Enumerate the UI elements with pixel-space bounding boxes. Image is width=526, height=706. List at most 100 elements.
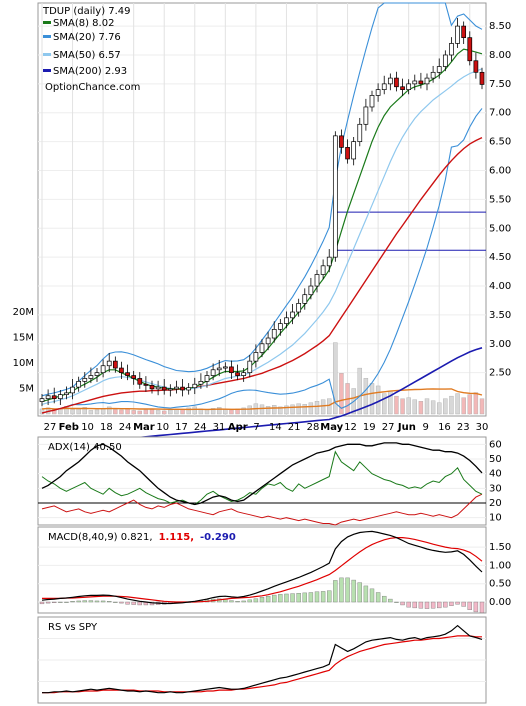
candle-body — [64, 392, 69, 395]
price-y-tick: 6.50 — [489, 137, 511, 148]
macd-histogram-bar — [272, 594, 277, 603]
volume-bar — [363, 378, 369, 415]
macd-histogram-bar — [107, 601, 112, 603]
volume-y-ticks: 20M 15M 10M 5M — [13, 307, 34, 395]
x-axis-label: Apr — [228, 422, 248, 433]
candle-body — [363, 106, 369, 125]
macd-histogram-bar — [467, 601, 472, 610]
price-y-tick: 3.00 — [489, 339, 511, 350]
candle-body — [57, 394, 63, 400]
macd-histogram-bar — [100, 600, 106, 603]
candle-body — [467, 37, 473, 62]
volume-bar — [88, 410, 94, 415]
volume-bar — [418, 401, 424, 415]
macd-histogram-bar — [339, 577, 344, 603]
macd-histogram-bar — [473, 601, 479, 613]
x-axis-label: 10 — [81, 422, 94, 433]
price-y-tick: 7.50 — [489, 79, 511, 90]
macd-histogram-bar — [45, 601, 51, 604]
macd-histogram-bar — [39, 601, 45, 605]
price-y-tick: 2.50 — [489, 368, 511, 379]
macd-y-ticks: 1.50 1.00 0.50 0.00 — [489, 542, 511, 608]
price-y-tick: 6.00 — [489, 166, 511, 177]
x-axis-label: 31 — [213, 422, 226, 433]
candle-body — [332, 135, 338, 258]
volume-bar — [449, 395, 454, 415]
macd-histogram-bar — [443, 601, 448, 608]
macd-y-tick: 0.50 — [489, 579, 511, 590]
legend-sma8: SMA(8) 8.02 — [53, 18, 114, 29]
candle-body — [320, 265, 326, 275]
candle-body — [100, 365, 106, 374]
macd-histogram-bar — [52, 601, 57, 603]
volume-bar — [296, 403, 301, 415]
candle-body — [216, 367, 222, 371]
macd-panel: 1.50 1.00 0.50 0.00 MACD(8,40,9) 0.821, 1.11… — [37, 526, 511, 614]
adx-y-tick: 10 — [489, 513, 502, 524]
macd-histogram-bar — [345, 577, 350, 603]
candle-body — [351, 141, 357, 160]
adx-lines — [41, 442, 483, 526]
volume-bar — [400, 398, 405, 415]
sma50-line — [41, 136, 483, 414]
candle-body — [76, 380, 82, 388]
candle-body — [284, 317, 289, 324]
volume-y-tick: 5M — [19, 384, 34, 395]
macd-histogram-bar — [302, 592, 307, 603]
candle-body — [455, 25, 460, 44]
candle-body — [167, 388, 173, 391]
candle-body — [94, 372, 100, 376]
candle-body — [265, 337, 271, 345]
volume-bar — [333, 342, 338, 415]
volume-bar — [461, 397, 466, 415]
x-axis-label: Jun — [397, 422, 416, 433]
price-y-tick: 5.00 — [489, 223, 511, 234]
volume-bar — [223, 409, 228, 415]
volume-bar — [162, 410, 167, 415]
macd-histogram-bar — [351, 579, 356, 603]
volume-bar — [437, 402, 442, 415]
macd-histogram-bar — [247, 599, 252, 603]
macd-histogram-bar — [418, 601, 424, 609]
candle-body — [314, 274, 320, 287]
adx-legend: ADX(14) 40.50 — [48, 442, 122, 453]
candle-body — [473, 60, 479, 73]
x-axis-label: May — [320, 422, 343, 433]
x-axis-label: 9 — [422, 422, 428, 433]
macd-legend: MACD(8,40,9) 0.821, 1.115, -0.290 — [48, 532, 236, 543]
legend-swatch-sma20 — [43, 35, 51, 38]
candle-body — [430, 71, 436, 79]
legend-sma20: SMA(20) 7.76 — [53, 32, 121, 43]
candle-body — [143, 383, 149, 386]
x-axis-label: 7 — [253, 422, 259, 433]
di-minus-line — [41, 493, 483, 526]
candle-body — [174, 386, 179, 390]
candle-body — [82, 378, 88, 382]
rs-average-line — [42, 635, 482, 694]
candle-body — [241, 372, 247, 376]
volume-y-tick: 15M — [13, 333, 34, 344]
price-y-tick: 8.00 — [489, 50, 511, 61]
macd-line — [41, 530, 483, 605]
macd-histogram-bar — [70, 601, 75, 603]
candle-body — [70, 386, 75, 394]
macd-histogram-bar — [320, 591, 326, 603]
candle-body — [400, 86, 405, 90]
macd-histogram-bar — [375, 592, 381, 603]
volume-bar — [473, 392, 479, 415]
x-axis-label: 30 — [476, 422, 489, 433]
volume-bar — [180, 409, 185, 415]
x-axis-label: 10 — [156, 422, 169, 433]
volume-bar — [455, 393, 460, 415]
macd-histogram-bar — [382, 595, 387, 603]
candle-body — [375, 89, 381, 96]
macd-histogram-bar — [363, 585, 369, 603]
x-axis-label: 14 — [269, 422, 282, 433]
volume-bar — [278, 406, 283, 415]
bollinger-lower-line — [41, 108, 483, 414]
candle-body — [479, 71, 485, 85]
candle-body — [461, 25, 467, 39]
adx-line — [41, 442, 483, 506]
volume-bar — [302, 404, 307, 415]
